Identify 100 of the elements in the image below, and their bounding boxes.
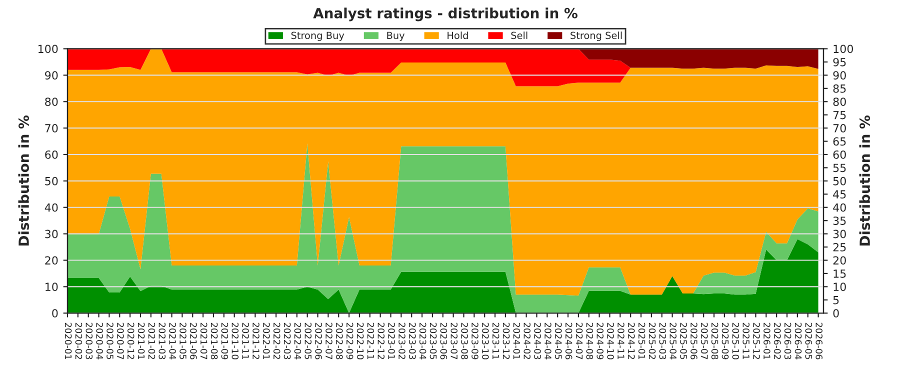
x-tick-label: 2023-11 — [492, 322, 500, 360]
x-tick-label: 2020-03 — [86, 322, 93, 360]
y2-tick-label: 75 — [833, 110, 846, 120]
x-tick-label: 2020-04 — [96, 322, 103, 360]
x-tick-label: 2022-06 — [315, 322, 322, 360]
x-tick-label: 2025-10 — [732, 322, 740, 360]
x-tick-label: 2022-12 — [378, 322, 385, 359]
y2-tick-label: 15 — [834, 270, 846, 278]
x-tick-label: 2022-04 — [294, 322, 302, 360]
y-tick-label: 30 — [45, 230, 58, 238]
y2-tick-label: 45 — [833, 190, 846, 199]
x-tick-label: 2024-02 — [524, 322, 531, 359]
x-tick-label: 2023-12 — [502, 322, 510, 359]
x-tick-label: 2022-07 — [326, 322, 332, 360]
y2-tick-label: 95 — [833, 58, 846, 66]
x-tick-label: 2025-08 — [711, 322, 718, 360]
chart-title: Analyst ratings - distribution in % — [313, 8, 578, 22]
y-tick-label: 0 — [52, 309, 58, 318]
y-tick-label: 10 — [46, 282, 58, 292]
x-tick-label: 2025-09 — [722, 322, 729, 360]
legend-label: Strong Buy — [291, 32, 344, 41]
x-tick-label: 2023-08 — [461, 322, 468, 360]
y-axis-title: Distribution in % — [18, 116, 30, 246]
x-tick-label: 2025-07 — [700, 322, 708, 360]
y-tick-label: 40 — [44, 203, 58, 212]
legend-label: Strong Sell — [570, 32, 622, 41]
y-tick-label: 50 — [45, 176, 58, 186]
x-tick-label: 2024-03 — [534, 322, 541, 360]
x-tick-label: 2026-04 — [794, 322, 802, 360]
x-tick-label: 2026-01 — [764, 322, 770, 360]
x-tick-label: 2024-12 — [628, 322, 635, 359]
x-tick-label: 2026-05 — [805, 322, 812, 360]
y2-tick-label: 0 — [833, 309, 839, 318]
y-tick-label: 60 — [45, 150, 58, 159]
x-tick-label: 2021-03 — [158, 322, 166, 360]
x-tick-label: 2024-04 — [544, 322, 552, 360]
y2-tick-label: 55 — [833, 164, 846, 172]
x-tick-label: 2023-10 — [482, 322, 489, 360]
x-tick-label: 2021-06 — [190, 322, 197, 360]
x-tick-label: 2024-08 — [586, 322, 594, 360]
x-tick-label: 2021-12 — [252, 322, 260, 359]
y2-tick-label: 80 — [833, 98, 846, 106]
x-tick-label: 2022-05 — [304, 322, 312, 360]
y2-tick-label: 60 — [833, 150, 846, 159]
x-tick-label: 2025-11 — [742, 322, 750, 360]
x-tick-label: 2024-09 — [596, 322, 604, 360]
legend-label: Sell — [511, 32, 528, 40]
y2-tick-label: 25 — [833, 243, 846, 252]
x-tick-label: 2022-10 — [356, 322, 364, 360]
y2-tick-label: 10 — [834, 282, 846, 292]
y2-tick-label: 90 — [833, 71, 846, 80]
x-tick-label: 2021-07 — [200, 322, 208, 360]
x-tick-label: 2022-09 — [346, 322, 354, 360]
x-tick-label: 2021-11 — [242, 322, 249, 360]
x-tick-label: 2025-12 — [753, 322, 760, 359]
x-tick-label: 2020-12 — [127, 322, 134, 359]
y2-tick-label: 30 — [833, 230, 846, 238]
x-tick-label: 2025-03 — [659, 322, 666, 360]
y2-tick-label: 5 — [833, 296, 839, 304]
x-tick-label: 2025-02 — [648, 322, 656, 359]
x-tick-label: 2023-04 — [419, 322, 426, 360]
x-tick-label: 2021-05 — [180, 322, 186, 360]
y-tick-label: 80 — [45, 98, 58, 106]
x-tick-label: 2022-03 — [284, 322, 291, 360]
y2-tick-label: 35 — [833, 216, 846, 225]
y-tick-label: 100 — [38, 44, 58, 54]
x-tick-label: 2020-02 — [75, 322, 82, 359]
x-tick-label: 2025-06 — [690, 322, 698, 360]
y2-tick-label: 100 — [834, 44, 853, 54]
legend-label: Hold — [448, 32, 468, 40]
x-tick-label: 2022-01 — [263, 322, 270, 360]
y2-axis-title: Distribution in % — [859, 116, 870, 246]
x-tick-label: 2024-10 — [607, 322, 614, 360]
y-tick-label: 70 — [45, 124, 58, 132]
legend-label: Buy — [387, 32, 405, 41]
x-tick-label: 2021-08 — [210, 322, 218, 360]
x-tick-label: 2023-03 — [408, 322, 416, 360]
x-tick-label: 2023-06 — [440, 322, 448, 360]
x-tick-label: 2025-05 — [680, 322, 687, 360]
x-tick-label: 2024-01 — [513, 322, 520, 360]
y2-tick-label: 65 — [833, 137, 846, 146]
x-tick-label: 2026-06 — [816, 322, 822, 360]
x-tick-label: 2021-09 — [221, 322, 228, 360]
x-tick-label: 2021-10 — [232, 322, 239, 360]
y2-tick-label: 85 — [833, 84, 846, 93]
x-tick-label: 2024-05 — [554, 322, 562, 360]
x-tick-label: 2025-01 — [638, 322, 646, 360]
x-tick-label: 2021-02 — [148, 322, 156, 359]
y2-tick-label: 20 — [833, 256, 846, 265]
x-tick-label: 2023-05 — [430, 322, 437, 360]
y2-tick-label: 50 — [833, 176, 846, 186]
y-tick-label: 90 — [45, 71, 58, 80]
x-tick-label: 2025-04 — [670, 322, 677, 360]
y-tick-label: 20 — [45, 256, 58, 265]
x-tick-label: 2021-04 — [169, 322, 176, 360]
x-tick-label: 2023-09 — [472, 322, 478, 360]
x-tick-label: 2023-07 — [450, 322, 458, 360]
x-tick-label: 2024-07 — [576, 322, 583, 360]
x-tick-label: 2026-03 — [784, 322, 792, 360]
x-tick-label: 2024-11 — [618, 322, 624, 360]
